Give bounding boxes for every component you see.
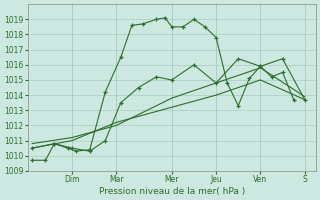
X-axis label: Pression niveau de la mer( hPa ): Pression niveau de la mer( hPa ) — [99, 187, 245, 196]
